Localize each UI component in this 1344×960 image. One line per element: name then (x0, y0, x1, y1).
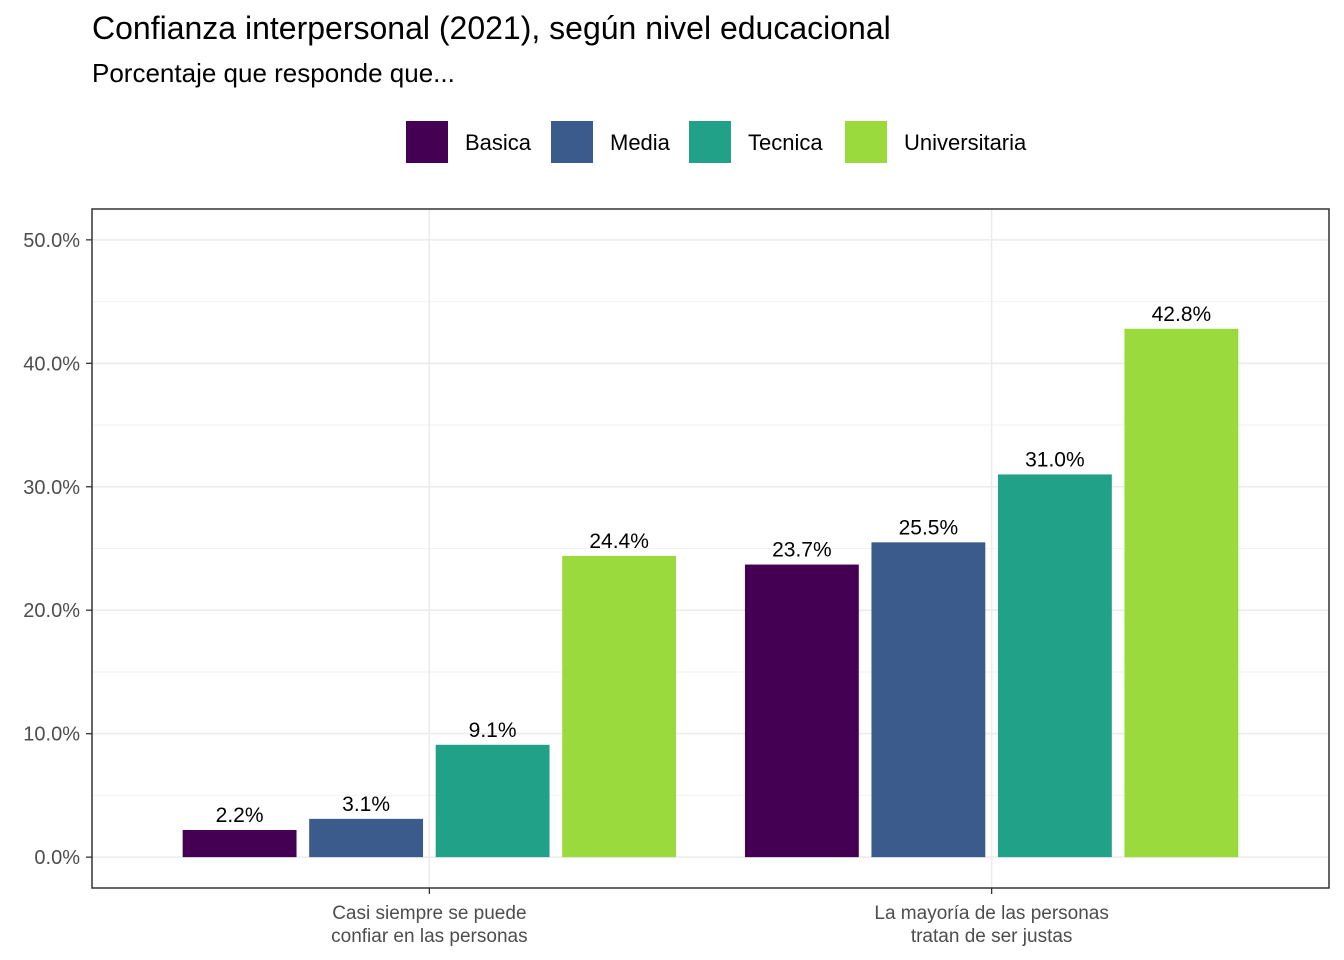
chart-subtitle: Porcentaje que responde que... (92, 58, 455, 88)
bar-tecnica (435, 744, 550, 858)
bar-value-label: 2.2% (216, 804, 264, 827)
legend-swatch-media (551, 121, 593, 163)
y-tick-label: 10.0% (23, 724, 80, 746)
x-category-label: confiar en las personas (331, 926, 527, 947)
bar-universitaria (562, 555, 677, 858)
x-category-label: tratan de ser justas (911, 926, 1073, 947)
bar-value-label: 3.1% (342, 793, 390, 816)
legend-label: Media (610, 130, 671, 155)
y-tick-label: 50.0% (23, 230, 80, 252)
legend-label: Basica (465, 130, 532, 155)
y-tick-label: 20.0% (23, 600, 80, 622)
bar-basica (744, 564, 859, 858)
bar-universitaria (1124, 328, 1239, 858)
plot-panel-border (91, 208, 1330, 889)
bar-value-label: 23.7% (772, 539, 832, 562)
y-tick-label: 30.0% (23, 477, 80, 499)
bar-value-label: 42.8% (1152, 303, 1212, 326)
bar-value-label: 9.1% (469, 719, 517, 742)
bar-tecnica (997, 474, 1112, 858)
chart-title: Confianza interpersonal (2021), según ni… (92, 10, 891, 46)
y-tick-label: 40.0% (23, 353, 80, 375)
bar-value-label: 31.0% (1025, 448, 1085, 471)
legend-label: Universitaria (904, 130, 1027, 155)
bar-basica (182, 829, 297, 858)
bar-media (871, 542, 986, 858)
legend-swatch-basica (406, 121, 448, 163)
x-category-label: Casi siempre se puede (332, 903, 526, 924)
bar-value-label: 24.4% (589, 530, 649, 553)
bar-value-label: 25.5% (899, 516, 959, 539)
x-category-label: La mayoría de las personas (874, 903, 1108, 924)
bar-media (309, 818, 424, 858)
y-tick-label: 0.0% (34, 847, 80, 869)
legend-label: Tecnica (748, 130, 823, 155)
legend-swatch-tecnica (689, 121, 731, 163)
legend-swatch-universitaria (845, 121, 887, 163)
